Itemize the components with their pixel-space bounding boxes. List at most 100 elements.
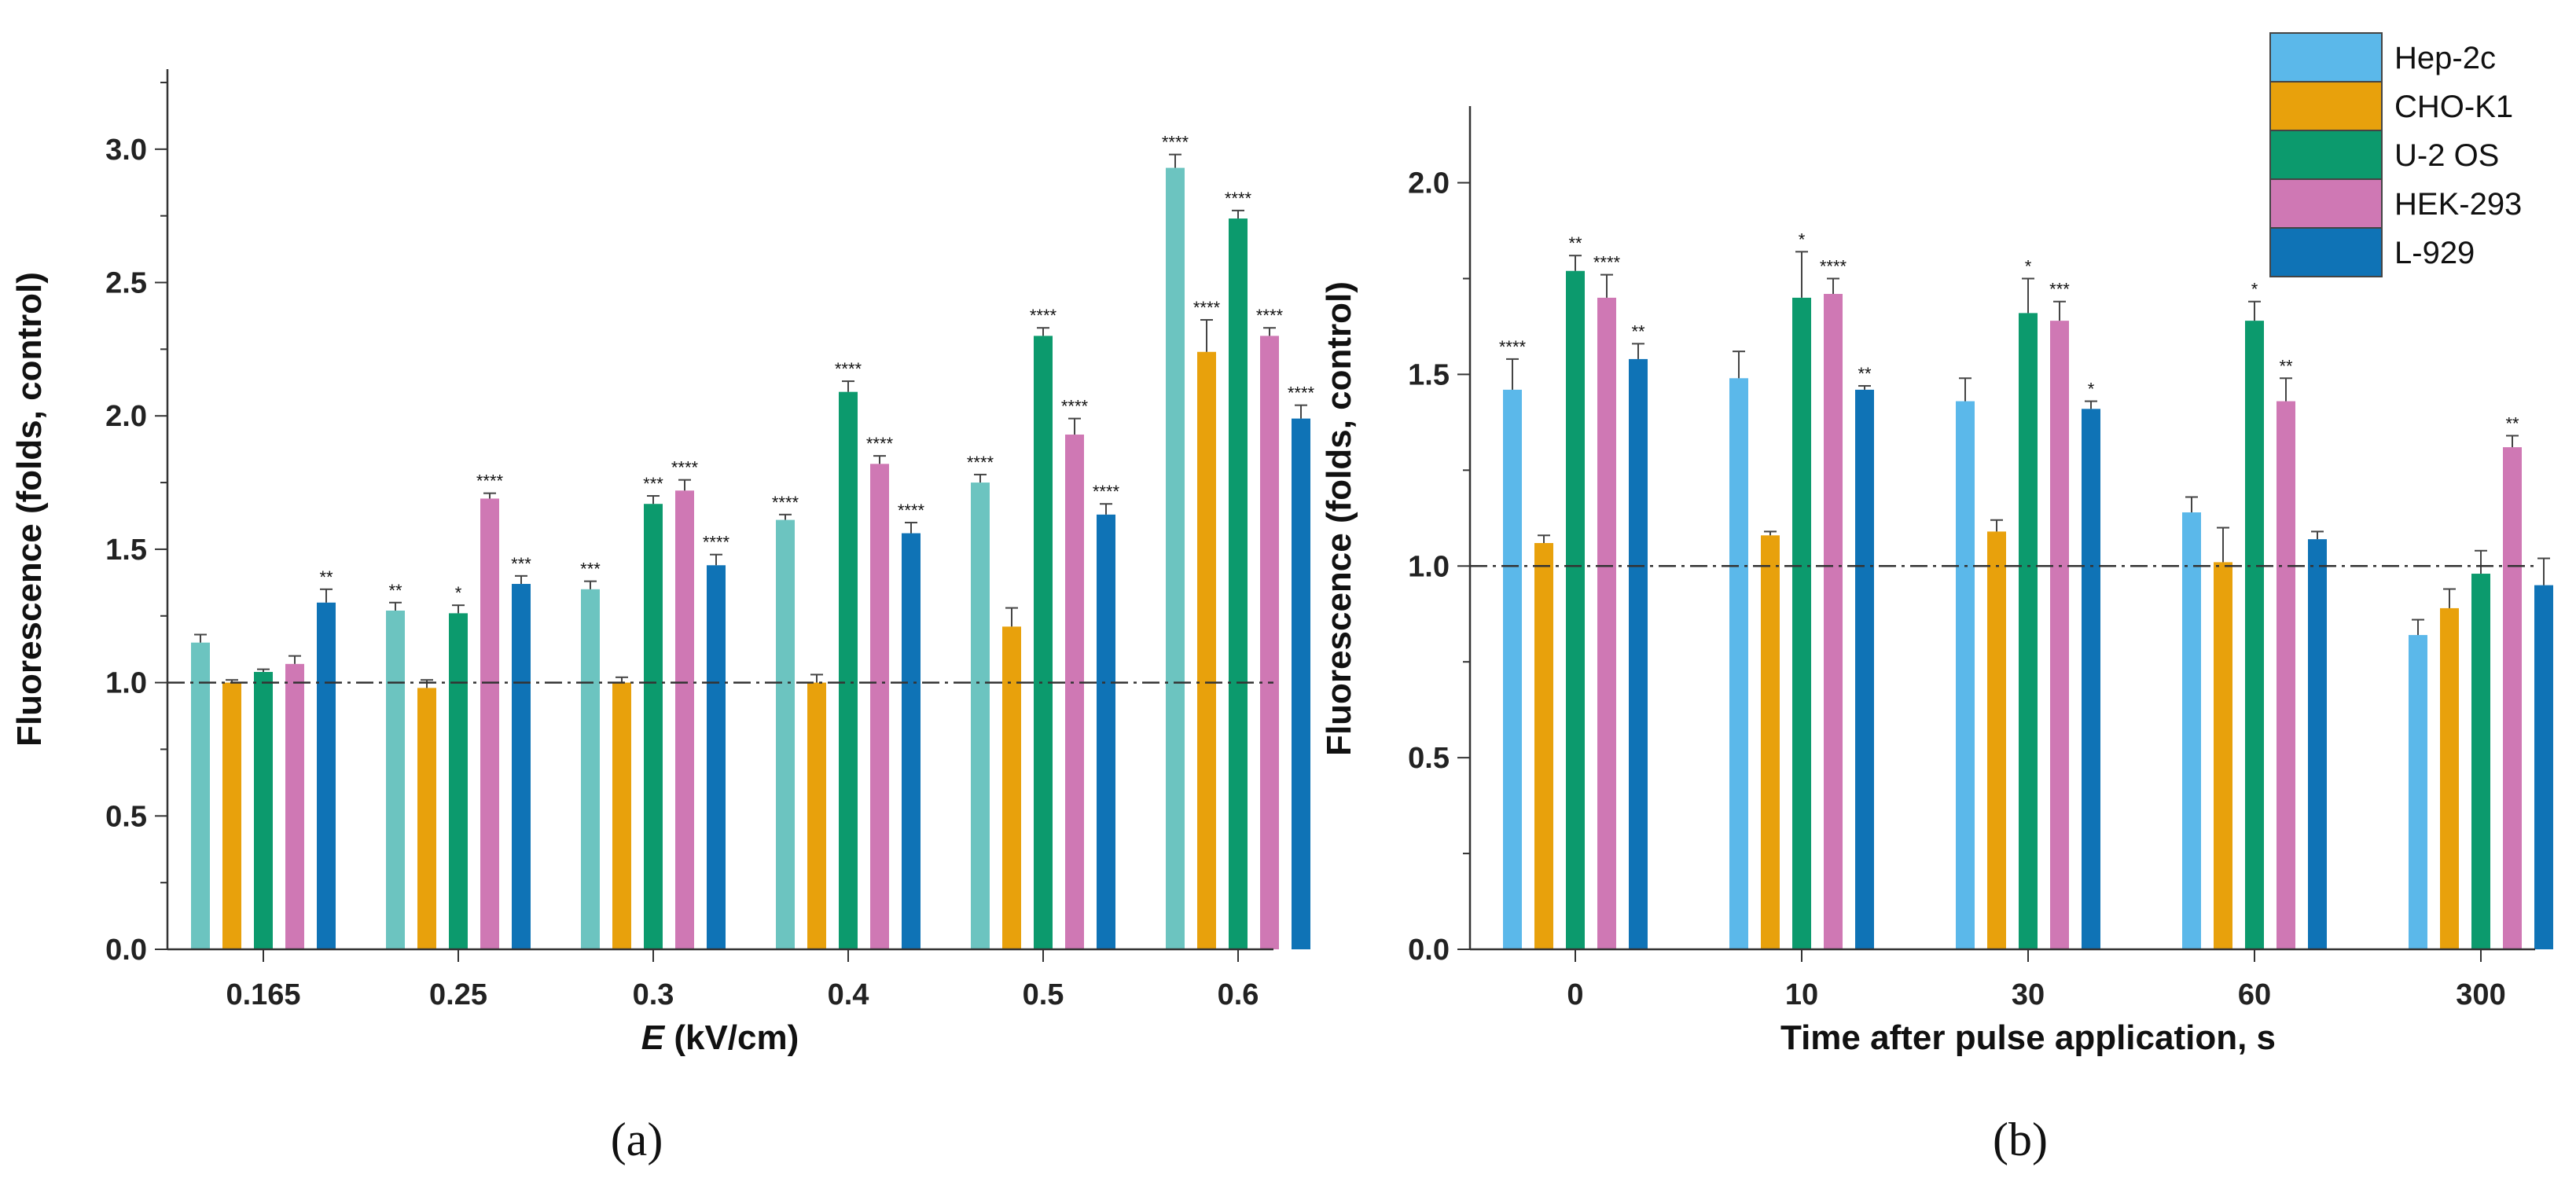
bar — [1292, 418, 1310, 949]
legend-swatch — [2269, 32, 2383, 83]
significance-label: ** — [388, 581, 402, 600]
significance-label: **** — [1193, 298, 1221, 317]
x-tick-label: 10 — [1785, 978, 1818, 1011]
x-axis-title: Time after pulse application, s — [1780, 1018, 2276, 1057]
bar — [1002, 626, 1021, 949]
y-tick-label: 0.0 — [105, 934, 147, 967]
bar — [1629, 358, 1648, 949]
significance-label: ** — [1568, 233, 1582, 253]
x-tick-label: 0.5 — [1023, 978, 1064, 1011]
significance-label: **** — [476, 472, 504, 491]
significance-label: **** — [1061, 397, 1089, 417]
legend-label: U-2 OS — [2394, 138, 2499, 173]
bar — [2308, 539, 2327, 949]
x-tick-label: 30 — [2012, 978, 2045, 1011]
bar — [707, 565, 726, 949]
bar — [1956, 401, 1975, 949]
bar — [480, 498, 499, 949]
bar — [1824, 293, 1843, 950]
legend: Hep-2c CHO-K1 U-2 OS HEK-293 L-929 — [2269, 32, 2522, 277]
significance-label: *** — [643, 474, 663, 494]
x-axis-title-italic: E — [641, 1018, 666, 1057]
significance-label: ** — [1631, 321, 1645, 341]
significance-label: **** — [671, 458, 699, 478]
bar — [1503, 389, 1522, 949]
bar — [1534, 543, 1553, 949]
bar — [902, 533, 921, 949]
legend-label: CHO-K1 — [2394, 90, 2513, 124]
y-tick-label: 1.0 — [105, 667, 147, 700]
bar — [1566, 270, 1585, 949]
x-tick-label: 0.3 — [633, 978, 674, 1011]
bar — [1792, 297, 1811, 949]
y-tick-label: 0.5 — [1408, 742, 1450, 775]
bar — [2471, 574, 2490, 949]
significance-label: **** — [1288, 383, 1315, 403]
legend-label: Hep-2c — [2394, 41, 2496, 75]
y-axis-title: Fluorescence (folds, control) — [10, 272, 49, 747]
bar — [581, 589, 600, 949]
significance-label: *** — [2049, 280, 2070, 299]
significance-label: ** — [1858, 364, 1872, 383]
legend-swatch — [2269, 178, 2383, 229]
significance-label: * — [2251, 280, 2258, 299]
bar — [675, 490, 694, 949]
significance-label: * — [2025, 256, 2032, 276]
x-tick-label: 0 — [1567, 978, 1583, 1011]
panel-label: (a) — [611, 1114, 663, 1165]
significance-label: ** — [319, 567, 333, 587]
significance-label: * — [1799, 229, 1806, 249]
x-tick-label: 60 — [2238, 978, 2271, 1011]
significance-label: **** — [1093, 482, 1120, 501]
bar — [285, 663, 304, 949]
legend-swatch — [2269, 227, 2383, 277]
bar — [386, 610, 405, 949]
bar — [644, 504, 663, 949]
x-tick-label: 0.25 — [429, 978, 487, 1011]
bar — [1987, 531, 2006, 949]
bar — [2082, 409, 2100, 949]
y-tick-label: 2.5 — [105, 267, 147, 300]
bar — [1166, 167, 1185, 950]
significance-label: *** — [580, 560, 601, 579]
bar — [2050, 321, 2069, 949]
significance-label: * — [455, 583, 462, 603]
bar — [191, 642, 210, 949]
y-axis-title: Fluorescence (folds, control) — [1320, 281, 1358, 756]
significance-label: ** — [2505, 413, 2519, 433]
bar — [2503, 447, 2522, 949]
significance-label: **** — [1499, 337, 1527, 357]
y-tick-label: 0.0 — [1408, 934, 1450, 967]
significance-label: * — [2088, 380, 2095, 399]
panel-label: (b) — [1993, 1114, 2048, 1165]
bar — [512, 584, 531, 949]
bar — [2245, 321, 2264, 949]
significance-label: *** — [511, 554, 531, 574]
y-tick-label: 1.5 — [105, 534, 147, 567]
y-tick-label: 3.0 — [105, 134, 147, 167]
significance-label: **** — [1820, 256, 1847, 276]
bar — [2534, 585, 2553, 949]
significance-label: **** — [1225, 189, 1252, 208]
bar — [449, 613, 468, 949]
bar — [1761, 535, 1780, 949]
significance-label: **** — [1256, 306, 1284, 325]
x-axis-title: E (kV/cm) — [641, 1018, 799, 1057]
significance-label: **** — [1162, 133, 1189, 152]
significance-label: **** — [1593, 253, 1621, 273]
x-tick-label: 300 — [2456, 978, 2505, 1011]
bar — [612, 682, 631, 949]
panel-a-chart: **0.165** ********0.25**************0.3**… — [10, 69, 1315, 1165]
significance-label: **** — [835, 359, 862, 379]
bar — [222, 682, 241, 949]
bar — [2182, 512, 2201, 949]
y-tick-label: 0.5 — [105, 800, 147, 833]
bar — [2440, 607, 2459, 949]
legend-swatch — [2269, 81, 2383, 131]
legend-swatch — [2269, 130, 2383, 180]
bar — [2277, 401, 2295, 949]
significance-label: **** — [772, 493, 799, 512]
y-tick-label: 2.0 — [105, 400, 147, 433]
x-tick-label: 0.6 — [1218, 978, 1259, 1011]
bar — [1729, 378, 1748, 949]
